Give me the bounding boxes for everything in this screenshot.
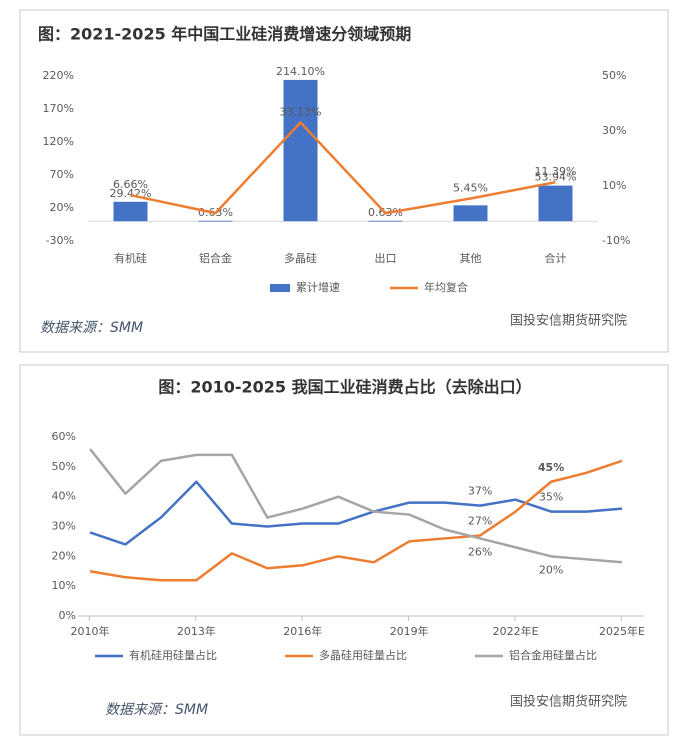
panel xyxy=(19,364,669,736)
value-label: 11.39% xyxy=(535,165,577,178)
legend-label: 有机硅用硅量占比 xyxy=(129,648,217,662)
y-tick-label: 10% xyxy=(52,579,76,592)
value-label: 35% xyxy=(539,491,563,504)
bar xyxy=(368,220,403,222)
bar xyxy=(453,205,488,222)
value-label: 37% xyxy=(468,485,492,498)
y-tick-label: 0% xyxy=(59,609,76,622)
y-tick-label: 60% xyxy=(52,430,76,443)
x-tick-label: 多晶硅 xyxy=(284,251,317,265)
bar xyxy=(538,185,573,222)
value-label: 33.13% xyxy=(280,105,322,118)
y-tick-label: 20% xyxy=(52,549,76,562)
value-label: 45% xyxy=(538,461,564,474)
legend-swatch xyxy=(270,284,290,292)
chart-title: 图：2010-2025 我国工业硅消费占比（去除出口） xyxy=(158,378,531,397)
value-label: 6.66% xyxy=(113,178,148,191)
y2-tick-label: 50% xyxy=(602,69,626,82)
x-tick-label: 2013年 xyxy=(177,624,216,638)
legend-label: 年均复合 xyxy=(424,280,468,294)
value-label: 26% xyxy=(468,545,492,558)
y2-tick-label: 30% xyxy=(602,124,626,137)
legend-label: 铝合金用硅量占比 xyxy=(509,648,597,662)
line xyxy=(89,459,623,582)
panel xyxy=(19,9,669,353)
x-tick-label: 2019年 xyxy=(390,624,429,638)
y-tick-label: 120% xyxy=(43,135,74,148)
y-tick-label: 70% xyxy=(50,168,74,181)
line xyxy=(89,480,623,546)
y-tick-label: 220% xyxy=(43,69,74,82)
x-tick-label: 铝合金 xyxy=(199,251,232,265)
y2-tick-label: -10% xyxy=(602,234,630,247)
y-tick-label: 170% xyxy=(43,102,74,115)
value-label: 5.45% xyxy=(453,182,488,195)
value-label: 53.94% xyxy=(535,171,577,184)
value-label: 27% xyxy=(468,514,492,527)
line xyxy=(130,121,556,215)
value-label: 214.10% xyxy=(276,65,325,78)
x-tick-label: 2022年E xyxy=(493,624,539,638)
x-tick-label: 合计 xyxy=(545,251,567,265)
x-tick-label: 2016年 xyxy=(283,624,322,638)
y-tick-label: 30% xyxy=(52,520,76,533)
bar xyxy=(283,79,318,222)
x-tick-label: 其他 xyxy=(460,252,482,265)
watermark: 国投安信期货研究院 xyxy=(510,313,627,329)
y-tick-label: 20% xyxy=(50,201,74,214)
y-tick-label: 40% xyxy=(52,490,76,503)
line xyxy=(89,448,623,564)
x-tick-label: 2010年 xyxy=(71,624,110,638)
bar xyxy=(198,220,233,222)
legend-label: 多晶硅用硅量占比 xyxy=(319,648,407,662)
y2-tick-label: 10% xyxy=(602,179,626,192)
x-tick-label: 出口 xyxy=(375,251,397,265)
y-tick-label: 50% xyxy=(52,460,76,473)
y-tick-label: -30% xyxy=(46,234,74,247)
x-tick-label: 2025年E xyxy=(599,624,645,638)
value-label: 20% xyxy=(539,563,563,576)
chart-title: 图：2021-2025 年中国工业硅消费增速分领域预期 xyxy=(38,25,411,44)
source: 数据来源：SMM xyxy=(40,320,143,336)
legend-label: 累计增速 xyxy=(296,280,340,294)
watermark: 国投安信期货研究院 xyxy=(510,694,627,710)
bar xyxy=(113,201,148,222)
source: 数据来源：SMM xyxy=(105,702,208,718)
x-tick-label: 有机硅 xyxy=(114,251,147,265)
